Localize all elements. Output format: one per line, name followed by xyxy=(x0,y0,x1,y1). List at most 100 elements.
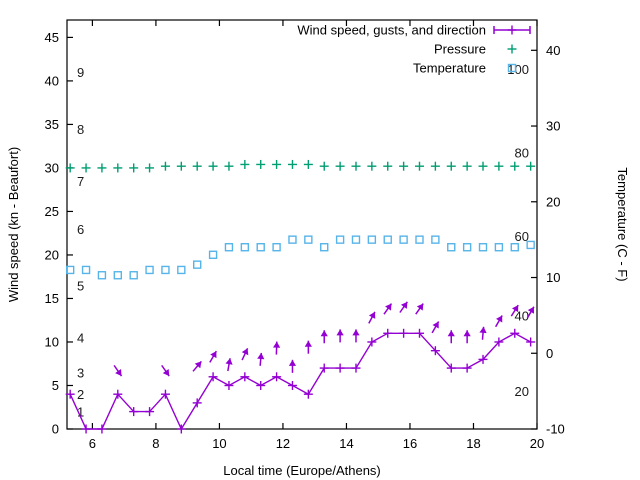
temperature-point xyxy=(447,243,456,252)
temperature-point xyxy=(431,235,440,244)
y2-axis-title: Temperature (C - F) xyxy=(615,167,630,281)
y2-tick-label: 30 xyxy=(546,119,560,134)
legend-label-1: Wind speed, gusts, and direction xyxy=(297,23,486,38)
temperature-point xyxy=(415,235,424,244)
temperature-point xyxy=(383,235,392,244)
wind-direction-arrowhead xyxy=(210,351,217,359)
y2-tick-label: 20 xyxy=(546,194,560,209)
y-tick-label: 30 xyxy=(45,160,59,175)
wind-speed-line xyxy=(69,332,531,431)
wind-direction-arrowhead xyxy=(288,359,297,366)
x-tick-label: 18 xyxy=(466,436,480,451)
wind-direction-arrowhead xyxy=(257,352,265,360)
fahrenheit-inner-label: 60 xyxy=(515,229,529,244)
y2-tick-label: -10 xyxy=(546,422,565,437)
x-tick-label: 16 xyxy=(403,436,417,451)
beaufort-inner-label: 1 xyxy=(77,405,84,420)
x-tick-label: 8 xyxy=(152,436,159,451)
wind-direction-arrowhead xyxy=(479,326,487,334)
temperature-point xyxy=(224,243,234,252)
wind-direction-arrowhead xyxy=(432,321,439,329)
temperature-point xyxy=(510,243,519,252)
beaufort-inner-label: 9 xyxy=(77,65,84,80)
beaufort-inner-label: 5 xyxy=(77,278,84,293)
wind-direction-arrowhead xyxy=(225,358,233,365)
wind-direction-arrowhead xyxy=(304,340,312,347)
x-tick-label: 10 xyxy=(212,436,226,451)
fahrenheit-inner-label: 100 xyxy=(507,62,529,77)
temperature-point xyxy=(272,243,281,252)
y-tick-label: 20 xyxy=(45,247,59,262)
temperature-point xyxy=(129,271,138,280)
wind-direction-arrowhead xyxy=(241,348,249,356)
fahrenheit-inner-label: 80 xyxy=(515,146,529,161)
wind-direction-arrowhead xyxy=(463,330,471,337)
temperature-point xyxy=(240,243,250,252)
beaufort-inner-label: 6 xyxy=(77,222,84,237)
wind-direction-arrowhead xyxy=(447,330,455,337)
x-tick-label: 12 xyxy=(276,436,290,451)
x-tick-label: 20 xyxy=(530,436,544,451)
x-tick-label: 6 xyxy=(89,436,96,451)
wind-direction-arrowhead xyxy=(416,303,424,311)
wind-direction-arrowhead xyxy=(511,305,519,313)
y2-tick-label: 40 xyxy=(546,43,560,58)
fahrenheit-inner-label: 20 xyxy=(515,384,529,399)
y-tick-label: 25 xyxy=(45,204,59,219)
plot-border xyxy=(66,19,538,430)
wind-direction-arrowhead xyxy=(527,306,535,314)
beaufort-inner-label: 7 xyxy=(77,174,84,189)
legend-label-2: Pressure xyxy=(434,42,486,57)
temperature-point xyxy=(462,243,472,252)
temperature-point xyxy=(161,265,170,275)
legend-swatch-square xyxy=(507,63,517,73)
wind-direction-arrowhead xyxy=(162,369,170,377)
y-axis-title: Wind speed (kn - Beaufort) xyxy=(6,147,21,302)
temperature-point xyxy=(81,265,91,275)
x-tick-label: 14 xyxy=(339,436,353,451)
temperature-point xyxy=(304,235,313,244)
temperature-point xyxy=(65,265,75,275)
temperature-point xyxy=(399,235,408,244)
temperature-point xyxy=(97,271,107,280)
wind-direction-arrowhead xyxy=(496,315,503,323)
legend-label-3: Temperature xyxy=(413,61,486,76)
temperature-point xyxy=(256,243,265,252)
wind-direction-arrowhead xyxy=(115,369,122,377)
wind-direction-arrowhead xyxy=(352,329,360,336)
beaufort-inner-label: 8 xyxy=(77,122,84,137)
temperature-point xyxy=(177,265,186,275)
y-tick-label: 15 xyxy=(45,291,59,306)
wind-direction-arrowhead xyxy=(400,301,408,309)
wind-direction-arrowhead xyxy=(320,330,328,337)
wind-direction-arrowhead xyxy=(385,303,392,311)
wind-direction-arrowhead xyxy=(368,311,376,319)
temperature-point xyxy=(193,260,202,269)
temperature-point xyxy=(320,243,329,252)
wind-direction-arrowhead xyxy=(194,361,202,369)
wind-direction-arrowhead xyxy=(336,329,344,336)
y-tick-label: 40 xyxy=(45,73,59,88)
y-tick-label: 35 xyxy=(45,117,59,132)
temperature-point xyxy=(113,271,123,280)
x-axis-title: Local time (Europe/Athens) xyxy=(223,463,381,478)
temperature-point xyxy=(494,243,504,252)
temperature-point xyxy=(367,235,377,244)
beaufort-inner-label: 3 xyxy=(77,365,84,380)
temperature-point xyxy=(288,235,297,244)
temperature-point xyxy=(335,235,345,244)
temperature-point xyxy=(526,240,535,250)
fahrenheit-inner-label: 40 xyxy=(515,308,529,323)
y-tick-label: 5 xyxy=(52,378,59,393)
temperature-point xyxy=(351,235,361,244)
temperature-point xyxy=(208,250,218,259)
y-tick-label: 45 xyxy=(45,30,59,45)
y-tick-label: 10 xyxy=(45,334,59,349)
temperature-point xyxy=(478,243,488,252)
y2-tick-label: 0 xyxy=(546,346,553,361)
wind-direction-arrowhead xyxy=(273,341,281,348)
beaufort-inner-label: 2 xyxy=(77,387,84,402)
y-tick-label: 0 xyxy=(52,422,59,437)
